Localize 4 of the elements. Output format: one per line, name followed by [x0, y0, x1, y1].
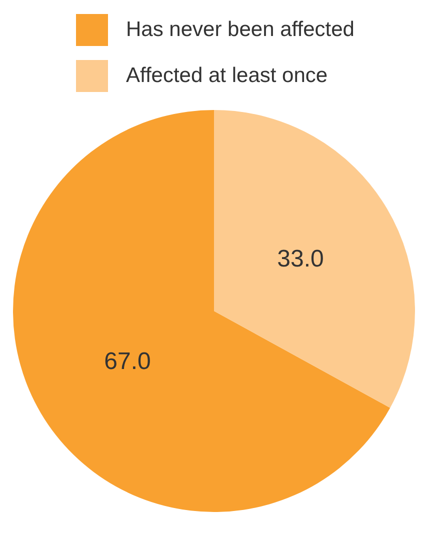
legend-label: Has never been affected: [126, 18, 354, 42]
legend-label: Affected at least once: [126, 64, 328, 88]
data-label: 67.0: [104, 348, 151, 375]
data-label: 33.0: [277, 245, 324, 272]
